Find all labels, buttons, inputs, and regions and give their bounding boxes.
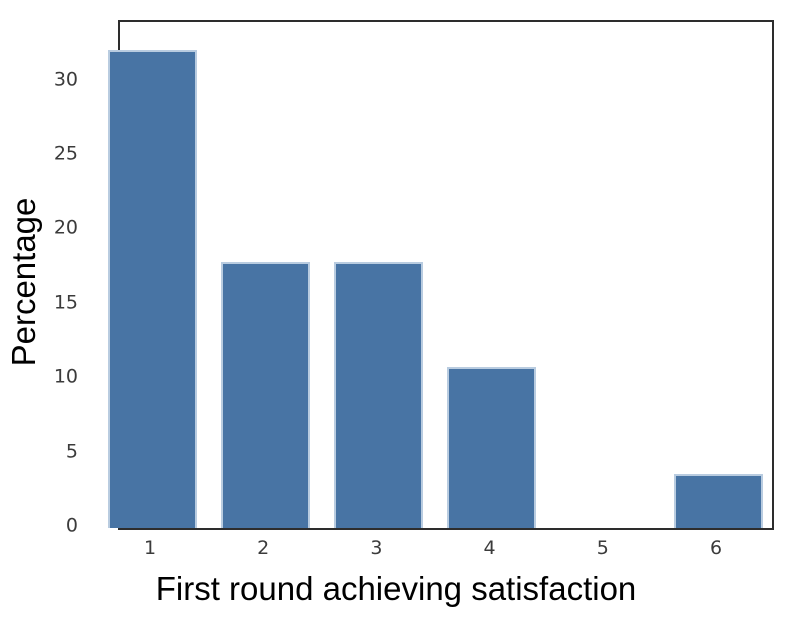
y-tick-label: 20 bbox=[53, 216, 78, 239]
y-tick-label: 15 bbox=[53, 291, 78, 314]
bar-category-1 bbox=[107, 50, 197, 528]
y-tick-label: 5 bbox=[65, 440, 78, 463]
y-tick-label: 25 bbox=[53, 142, 78, 165]
plot-area bbox=[107, 20, 774, 530]
x-tick-label: 2 bbox=[257, 537, 270, 559]
x-tick-label: 5 bbox=[596, 537, 609, 559]
x-tick-label: 3 bbox=[370, 537, 383, 559]
x-tick-label: 6 bbox=[709, 537, 723, 559]
bar-category-4 bbox=[447, 367, 537, 528]
x-tick-label: 1 bbox=[143, 537, 157, 559]
x-axis-label: First round achieving satisfaction bbox=[155, 570, 637, 607]
y-tick-label: 10 bbox=[53, 365, 78, 388]
y-tick-label: 30 bbox=[53, 68, 78, 91]
bar-category-2 bbox=[220, 261, 310, 528]
bar-category-3 bbox=[333, 261, 423, 528]
y-tick-label: 0 bbox=[65, 514, 78, 537]
x-axis: 1 2 3 4 5 6 bbox=[118, 538, 770, 562]
x-tick-label: 4 bbox=[483, 537, 496, 559]
bar-category-6 bbox=[673, 474, 763, 528]
y-axis: 0 5 10 15 20 25 30 bbox=[0, 20, 78, 535]
